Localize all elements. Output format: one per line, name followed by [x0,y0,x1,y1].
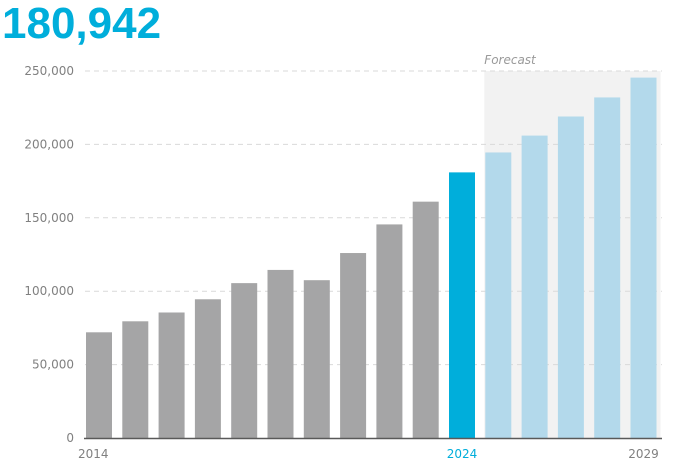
y-tick-label: 200,000 [24,137,74,151]
bar-2015 [122,321,149,438]
bar-2022 [376,224,403,438]
y-axis-ticks: 0 50,000 100,000 150,000 200,000 250,000 [24,64,74,445]
x-tick-label: 2014 [78,447,109,461]
y-tick-label: 0 [66,431,74,445]
bar-2018 [231,283,258,438]
bars [86,77,657,439]
y-tick-label: 150,000 [24,211,74,225]
y-tick-label: 50,000 [32,358,74,372]
bar-2019 [267,269,294,438]
x-tick-label: 2024 [447,447,478,461]
x-tick-label: 2029 [628,447,659,461]
bar-2023 [412,201,439,438]
bar-2027 [557,116,584,439]
y-tick-label: 100,000 [24,284,74,298]
y-tick-label: 250,000 [24,64,74,78]
bar-2028 [594,97,621,438]
forecast-label: Forecast [484,53,537,67]
bar-2017 [194,299,221,438]
bar-2020 [303,280,330,438]
bar-2025 [485,152,512,438]
bar-2016 [158,312,185,438]
headline-value: 180,942 [2,0,162,48]
bar-2029 [630,77,657,438]
bar-2021 [340,253,367,438]
bar-2026 [521,135,548,439]
bar-2024 [449,172,475,439]
x-axis-ticks: 2014 2024 2029 [78,447,659,461]
bar-2014 [86,332,112,438]
